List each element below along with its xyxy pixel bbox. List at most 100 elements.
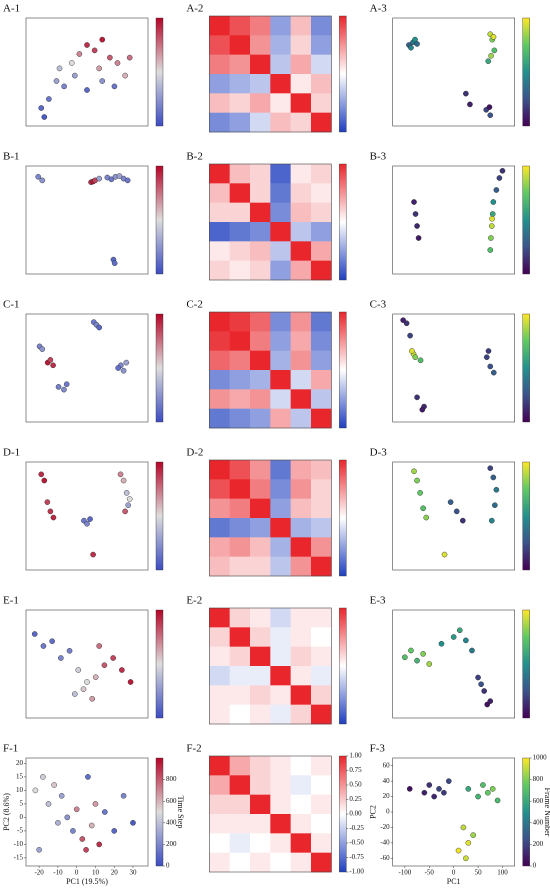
- point: [115, 365, 121, 371]
- heatmap-cell: [290, 775, 312, 795]
- heatmap-cell: [209, 202, 230, 223]
- point: [489, 215, 495, 222]
- colorbar: [522, 165, 530, 275]
- heatmap-cell: [229, 112, 251, 133]
- point: [426, 782, 433, 788]
- panel-label: A-1: [3, 3, 20, 15]
- point: [53, 78, 60, 84]
- x-axis-label: PC1 (19.5%): [66, 877, 108, 886]
- point: [79, 836, 86, 842]
- point: [402, 654, 408, 661]
- colorbar-tick-label: 200: [533, 840, 544, 848]
- heatmap-cell: [250, 756, 271, 776]
- x-axis-label: PC1: [447, 877, 461, 886]
- heatmap-cell: [311, 260, 332, 281]
- heatmap-cell: [250, 814, 271, 834]
- point: [45, 801, 52, 807]
- point: [127, 679, 134, 685]
- heatmap-cell: [229, 312, 251, 332]
- heatmap-cell: [209, 54, 230, 75]
- point: [110, 655, 116, 661]
- heatmap-cell: [209, 183, 230, 203]
- point: [96, 643, 102, 649]
- point: [61, 83, 67, 90]
- heatmap-cell: [311, 608, 332, 628]
- point: [87, 516, 93, 522]
- point: [492, 502, 498, 509]
- heatmap-cell: [311, 479, 332, 499]
- x-tick-label: -20: [34, 869, 44, 877]
- point: [426, 661, 433, 667]
- panel-label: B-1: [3, 151, 20, 163]
- panel-label: C-1: [3, 299, 20, 311]
- heatmap-cell: [290, 93, 312, 113]
- point: [475, 674, 481, 681]
- heatmap-cell: [250, 74, 271, 94]
- heatmap-cell: [311, 537, 332, 557]
- heatmap-cell: [290, 666, 312, 686]
- heatmap-cell: [290, 241, 312, 261]
- point: [83, 847, 89, 853]
- point: [470, 832, 476, 838]
- heatmap-cell: [270, 704, 291, 725]
- point: [487, 363, 494, 370]
- panel-label: A-2: [186, 3, 203, 15]
- point: [73, 806, 80, 813]
- plot-frame: [209, 15, 332, 133]
- point: [460, 517, 466, 524]
- panel-label: F-1: [3, 743, 18, 755]
- heatmap-cell: [270, 241, 291, 261]
- point: [450, 634, 457, 640]
- point: [488, 53, 494, 59]
- point: [55, 384, 62, 390]
- panel-label: D-2: [186, 447, 203, 459]
- heatmap-cell: [209, 241, 230, 261]
- x-tick-label: 0: [452, 869, 456, 877]
- point: [412, 354, 419, 361]
- heatmap-cell: [311, 627, 332, 647]
- heatmap-cell: [290, 389, 312, 409]
- heatmap-cell: [209, 814, 230, 834]
- heatmap-cell: [270, 350, 291, 371]
- x-tick-label: -100: [398, 869, 411, 877]
- panel-label: D-1: [3, 447, 20, 459]
- point: [56, 65, 63, 72]
- heatmap-cell: [311, 112, 332, 133]
- heatmap-cell: [209, 685, 230, 705]
- point: [408, 647, 414, 654]
- heatmap-cell: [229, 93, 251, 113]
- heatmap-cell: [229, 627, 251, 647]
- heatmap-cell: [250, 54, 271, 75]
- heatmap-cell: [229, 775, 251, 795]
- colorbar: [155, 757, 164, 867]
- heatmap-cell: [311, 331, 332, 351]
- colorbar: [522, 609, 530, 719]
- point: [120, 367, 127, 374]
- point: [465, 840, 472, 846]
- plot-frame: [392, 461, 515, 571]
- heatmap-cell: [290, 222, 312, 242]
- colorbar-tick-label: 200: [166, 840, 177, 848]
- y-tick-label: -10: [14, 840, 24, 848]
- point: [122, 72, 128, 79]
- point: [447, 499, 454, 505]
- heatmap-cell: [311, 646, 332, 667]
- heatmap-cell: [311, 704, 332, 725]
- heatmap-cell: [209, 331, 230, 351]
- heatmap-cell: [209, 704, 230, 725]
- point: [58, 793, 65, 799]
- point: [96, 324, 102, 331]
- point: [489, 211, 496, 217]
- heatmap-cell: [229, 222, 251, 242]
- heatmap-cell: [209, 666, 230, 686]
- colorbar-tick-label: -0.75: [349, 853, 364, 861]
- colorbar-tick-label: 800: [166, 775, 177, 783]
- colorbar-tick-label: -1.00: [349, 868, 364, 876]
- x-tick-label: 100: [497, 869, 508, 877]
- heatmap-cell: [250, 646, 271, 667]
- colorbar: [522, 313, 530, 423]
- point: [50, 362, 56, 369]
- y-tick-label: -15: [14, 854, 24, 862]
- x-tick-label: 20: [111, 869, 119, 877]
- colorbar-tick-label: 1000: [533, 754, 548, 762]
